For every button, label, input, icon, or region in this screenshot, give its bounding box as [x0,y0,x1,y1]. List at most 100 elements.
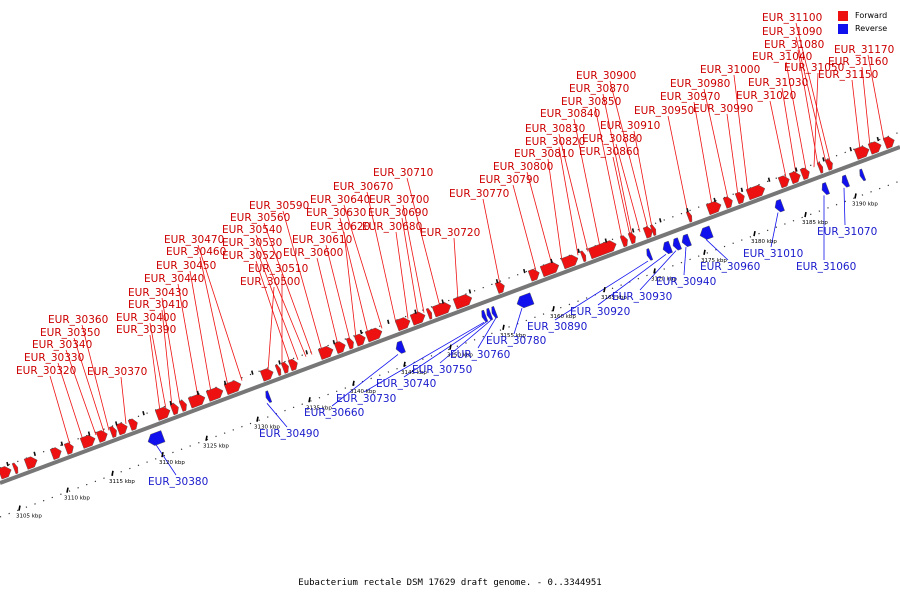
forward-gene [115,422,128,436]
major-tick [66,487,69,493]
forward-gene [223,380,242,396]
forward-gene-label: EUR_30500 [240,276,300,288]
reverse-gene-shape [481,309,489,323]
forward-leader-line [366,191,397,324]
major-tick [449,344,452,350]
tick-label: 3160 kbp [550,314,576,320]
forward-leader-line [255,234,307,357]
tick-label: 3185 kbp [802,220,828,226]
forward-leader-line [795,22,831,162]
forward-gene [816,162,824,174]
minor-tick [115,421,118,426]
forward-gene-shape [49,447,62,460]
forward-gene-label: EUR_30880 [582,133,642,145]
forward-gene-label: EUR_30470 [164,234,224,246]
forward-leader-line [512,184,537,271]
minor-tick [196,390,200,396]
forward-leader-line [149,322,167,410]
reverse-leader-line [554,260,649,321]
tick-label: 3135 kbp [306,405,332,411]
forward-gene-label: EUR_31030 [748,77,808,89]
forward-gene [642,226,653,239]
forward-gene-label: EUR_30320 [16,365,76,377]
forward-gene [824,158,833,171]
forward-gene-shape [409,311,426,326]
forward-gene-label: EUR_30860 [579,146,639,158]
forward-gene [108,426,117,438]
reverse-gene-label: EUR_30940 [656,276,716,288]
legend-reverse: Reverse [838,22,887,35]
reverse-gene-shape [662,240,673,255]
forward-gene-label: EUR_30680 [362,221,422,233]
tick-label: 3180 kbp [751,239,777,245]
reverse-gene-shape [491,306,499,319]
reverse-leader-line [363,321,485,393]
minor-tick [849,147,852,152]
forward-leader-line [325,244,351,341]
forward-leader-line [149,334,161,412]
minor-tick [441,299,444,304]
forward-gene [409,311,426,326]
forward-gene [431,302,452,318]
reverse-leader-line [770,212,779,248]
reverse-gene-shape [265,390,273,403]
forward-gene-shape [882,136,895,150]
reverse-labels: EUR_30380 EUR_30490 EUR_30660 EUR_30730 EUR_… [148,226,877,488]
forward-gene [333,341,346,354]
reverse-gene-label: EUR_30740 [376,378,436,390]
reverse-gene-shape [395,340,406,354]
reverse-guide-track [0,180,900,518]
forward-leader-line [867,54,885,142]
forward-gene-shape [333,341,346,354]
forward-leader-line [558,146,579,256]
forward-leader-lines [49,22,885,445]
forward-gene-shape [824,158,833,171]
tick-label: 3145 kbp [401,370,427,376]
reverse-genes [147,168,867,446]
forward-gene-shape [280,361,289,374]
genome-backbone [0,145,900,485]
forward-gene [364,327,383,343]
minor-tick [713,197,716,203]
forward-leader-line [57,362,84,441]
forward-gene-label: EUR_30640 [310,194,370,206]
forward-gene-label: EUR_30830 [525,123,585,135]
forward-gene [394,317,411,332]
forward-gene-shape [79,434,96,449]
forward-gene-shape [364,327,383,343]
forward-leader-line [726,113,739,196]
forward-gene [0,466,12,480]
reverse-leader-line [683,246,687,276]
reverse-gene-label: EUR_31060 [796,261,856,273]
forward-gene-label: EUR_30530 [222,237,282,249]
reverse-leader-line [597,254,667,306]
forward-gene-label: EUR_30990 [693,103,753,115]
forward-gene-label: EUR_30800 [493,161,553,173]
forward-gene-shape [23,456,38,470]
forward-gene-shape [11,462,19,475]
forward-gene-label: EUR_31080 [764,39,824,51]
tick-label: 3165 kbp [601,295,627,301]
forward-gene-shape [452,294,473,310]
forward-genes [0,136,895,480]
minor-tick [251,370,254,375]
forward-gene-label: EUR_31020 [736,90,796,102]
major-tick [256,416,259,422]
reverse-gene-label: EUR_30760 [450,349,510,361]
forward-leader-line [453,237,459,301]
forward-gene-shape [685,210,693,223]
forward-gene [11,462,19,475]
forward-gene [79,434,96,449]
forward-gene [317,346,334,360]
forward-gene-shape [642,226,653,239]
minor-tick [876,136,880,142]
reverse-gene [516,292,535,309]
tick-label: 3150 kbp [447,353,473,359]
reverse-gene [491,306,499,319]
forward-gene-shape [799,167,810,180]
forward-leader-line [795,36,827,163]
minor-tick [223,380,227,385]
forward-gene [287,358,298,372]
forward-leader-line [769,100,787,178]
legend-forward-label: Forward [855,11,888,20]
